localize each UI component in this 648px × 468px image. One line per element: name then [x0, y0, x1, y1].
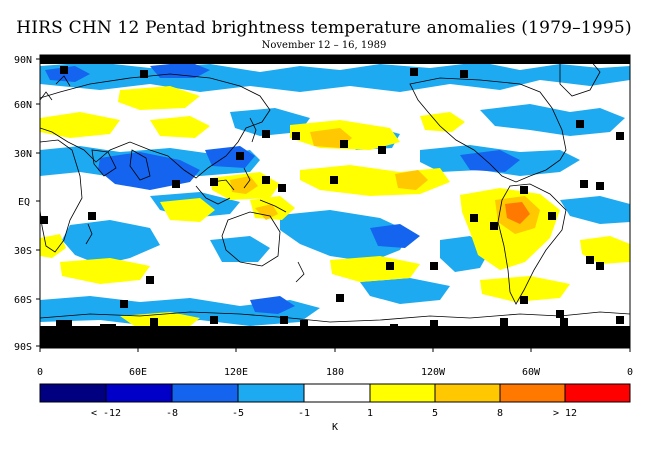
colorbar-label-1: < -12	[91, 408, 121, 419]
colorbar-segment-6	[369, 383, 436, 403]
colorbar-segment-3	[171, 383, 239, 403]
colorbar-segment-8	[499, 383, 566, 403]
anomaly-patches-dark-orange	[505, 202, 530, 224]
colorbar-segment-7	[434, 383, 501, 403]
lon-label-120e: 120E	[224, 367, 248, 378]
lat-label-90s: 90S	[14, 342, 32, 353]
colorbar-label-2: -8	[166, 408, 178, 419]
longitude-ticks	[39, 348, 631, 352]
lat-label-90n: 90N	[14, 55, 32, 66]
colorbar-label-4: -1	[298, 408, 310, 419]
colorbar-unit: K	[332, 422, 338, 433]
lat-label-30n: 30N	[14, 149, 32, 160]
colorbar-segment-9	[564, 383, 631, 403]
colorbar-label-3: -5	[232, 408, 244, 419]
lon-label-60e: 60E	[129, 367, 147, 378]
colorbar-label-8: > 12	[553, 408, 577, 419]
colorbar	[39, 383, 631, 403]
lon-label-60w: 60W	[522, 367, 541, 378]
map-title: HIRS CHN 12 Pentad brightness temperatur…	[16, 18, 632, 38]
latitude-ticks	[36, 58, 40, 347]
lat-label-60s: 60S	[14, 295, 32, 306]
colorbar-segment-4	[237, 383, 305, 403]
colorbar-segment-2	[105, 383, 173, 403]
lat-label-60n: 60N	[14, 100, 32, 111]
colorbar-segment-1	[39, 383, 107, 403]
colorbar-label-6: 5	[432, 408, 438, 419]
colorbar-label-7: 8	[497, 408, 503, 419]
lon-label-0-west: 0	[37, 367, 43, 378]
missing-data-blocks	[40, 55, 630, 348]
map-subtitle: November 12 – 16, 1989	[261, 40, 387, 51]
coastlines	[40, 59, 630, 323]
lon-label-180: 180	[326, 367, 344, 378]
lon-label-120w: 120W	[421, 367, 446, 378]
lat-label-30s: 30S	[14, 246, 32, 257]
lat-label-eq: EQ	[18, 197, 30, 208]
lon-label-0-east: 0	[627, 367, 633, 378]
colorbar-label-5: 1	[367, 408, 373, 419]
colorbar-segment-5	[303, 383, 371, 403]
anomaly-map	[40, 55, 630, 348]
